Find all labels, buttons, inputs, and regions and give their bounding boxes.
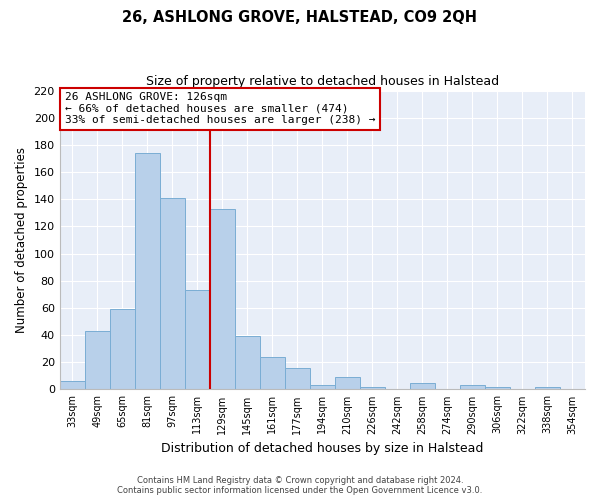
Bar xyxy=(285,368,310,390)
Bar xyxy=(260,357,285,390)
Bar xyxy=(210,208,235,390)
Bar xyxy=(135,153,160,390)
Text: Contains HM Land Registry data © Crown copyright and database right 2024.
Contai: Contains HM Land Registry data © Crown c… xyxy=(118,476,482,495)
Bar xyxy=(360,386,385,390)
Bar xyxy=(485,386,510,390)
Bar xyxy=(85,331,110,390)
Bar xyxy=(160,198,185,390)
Bar xyxy=(185,290,210,390)
Title: Size of property relative to detached houses in Halstead: Size of property relative to detached ho… xyxy=(146,75,499,88)
Text: 26 ASHLONG GROVE: 126sqm
← 66% of detached houses are smaller (474)
33% of semi-: 26 ASHLONG GROVE: 126sqm ← 66% of detach… xyxy=(65,92,376,125)
Bar xyxy=(535,386,560,390)
Bar xyxy=(110,310,135,390)
Bar xyxy=(410,382,435,390)
Bar xyxy=(460,386,485,390)
X-axis label: Distribution of detached houses by size in Halstead: Distribution of detached houses by size … xyxy=(161,442,484,455)
Bar xyxy=(335,377,360,390)
Bar xyxy=(310,386,335,390)
Text: 26, ASHLONG GROVE, HALSTEAD, CO9 2QH: 26, ASHLONG GROVE, HALSTEAD, CO9 2QH xyxy=(122,10,478,25)
Bar xyxy=(59,382,85,390)
Y-axis label: Number of detached properties: Number of detached properties xyxy=(15,147,28,333)
Bar xyxy=(235,336,260,390)
